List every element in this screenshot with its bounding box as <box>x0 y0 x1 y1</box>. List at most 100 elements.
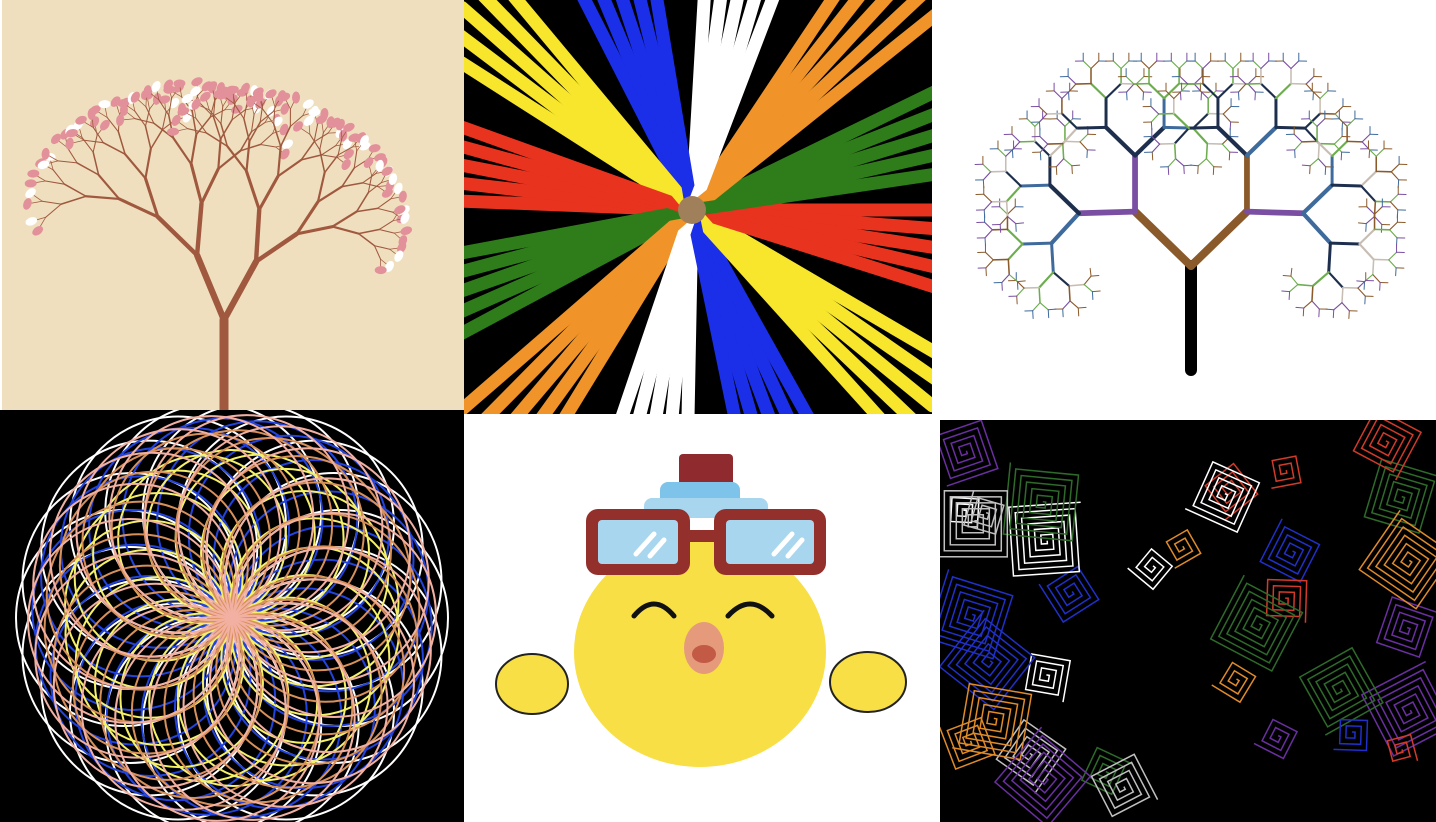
fractal-branch <box>1311 90 1321 100</box>
fractal-branch <box>1083 284 1093 293</box>
spiral-square <box>1211 661 1257 704</box>
fractal-branch <box>1001 273 1010 284</box>
tree-branch <box>295 200 320 236</box>
color-starburst-panel <box>464 0 932 414</box>
tree-blossom <box>32 226 44 236</box>
fractal-branch <box>1071 164 1081 167</box>
tree-branch <box>172 137 193 166</box>
fractal-branch <box>1050 241 1055 274</box>
tree-blossom <box>292 91 301 104</box>
spiral-square <box>993 726 1092 822</box>
tree-branch <box>250 114 255 133</box>
fractal-branch <box>1005 200 1009 218</box>
tree-branch <box>212 115 222 140</box>
tree-branch <box>106 116 119 133</box>
tree-blossom <box>200 91 211 102</box>
tree-branch <box>309 133 321 151</box>
tree-blossom <box>397 242 407 254</box>
fractal-branch <box>1207 90 1217 100</box>
tree-blossom <box>303 115 314 126</box>
tree-blossom <box>25 188 36 198</box>
spiral-square-path <box>1165 528 1202 569</box>
fractal-branch <box>1103 125 1138 158</box>
tree-branch <box>355 207 379 213</box>
starburst-ray <box>685 168 932 217</box>
fractal-branch <box>997 148 1007 157</box>
chick-left-eye <box>631 601 677 619</box>
fractal-branch <box>1290 60 1300 70</box>
fractal-branch <box>1375 148 1385 157</box>
tree-branch <box>259 132 274 146</box>
tree-branch <box>357 232 376 247</box>
tree-blossom <box>280 103 290 115</box>
fractal-branch <box>1068 83 1077 93</box>
chick-with-goggles-panel <box>464 414 936 822</box>
fractal-branch <box>1308 118 1318 127</box>
tree-blossom <box>25 217 38 226</box>
tree-branch <box>217 137 222 170</box>
fractal-branch <box>1274 82 1293 100</box>
fractal-branch <box>1388 259 1397 269</box>
spiro-ring <box>177 425 384 632</box>
tree-blossom <box>302 99 314 109</box>
tree-branch <box>195 116 211 136</box>
fractal-branch <box>999 206 1009 215</box>
fractal-branch <box>1357 279 1367 289</box>
fractal-branch <box>1290 267 1293 277</box>
fractal-branch <box>1237 83 1247 93</box>
fractal-branch <box>1026 118 1036 127</box>
fractal-branch <box>1289 284 1299 293</box>
spiro-ring <box>108 415 315 622</box>
spiral-square-path <box>1386 733 1419 763</box>
fractal-branch <box>1366 206 1376 215</box>
tree-branch <box>92 134 98 153</box>
fractal-branch <box>1389 193 1399 203</box>
spiral-square-path <box>1363 458 1436 535</box>
fractal-branch <box>985 259 994 269</box>
fractal-branch <box>1075 125 1108 130</box>
spiral-square-path <box>1358 509 1436 610</box>
spiral-square-path <box>1259 518 1321 584</box>
fractal-branch <box>1201 82 1220 100</box>
fractal-branch <box>1244 125 1279 158</box>
fractal-branch <box>1060 112 1079 130</box>
spiral-square-path <box>940 484 1009 558</box>
tree-branch <box>373 245 391 250</box>
fractal-branch <box>1260 60 1270 70</box>
tree-branch <box>316 185 344 203</box>
spiro-ring <box>143 414 350 621</box>
fractal-branch <box>1215 125 1250 158</box>
tree-branch <box>231 109 246 121</box>
tree-branch <box>331 210 358 228</box>
fractal-branch <box>1150 113 1160 123</box>
tree-branch <box>220 105 224 125</box>
fractal-branch <box>1197 158 1207 167</box>
spiral-squares-panel <box>940 420 1436 822</box>
tree-branch <box>357 228 380 235</box>
tree-blossom <box>171 114 181 126</box>
tree-blossom <box>119 103 128 116</box>
spiral-square <box>1209 574 1304 673</box>
fractal-branch <box>1173 142 1177 160</box>
tree-branch <box>92 151 100 176</box>
fractal-branch <box>1011 141 1021 151</box>
spiral-square-path <box>1038 565 1100 624</box>
tree-blossom <box>163 85 176 94</box>
fractal-branch <box>1333 143 1343 153</box>
tree-blossom <box>381 188 393 198</box>
spirograph-rosette-image <box>0 410 464 822</box>
spirograph-rosette-panel <box>0 410 464 822</box>
tree-blossom <box>240 82 250 94</box>
spiral-square-path <box>1271 455 1302 489</box>
spiro-ring <box>73 492 244 663</box>
spiro-ring <box>114 615 321 822</box>
fractal-branch <box>1052 271 1071 287</box>
fractal-branch <box>1039 302 1049 311</box>
starburst-ray <box>650 0 699 217</box>
tree-branch <box>83 139 104 144</box>
spiral-square <box>1333 718 1369 752</box>
tree-branch <box>195 117 207 134</box>
tree-blossom <box>167 127 180 136</box>
tree-branch <box>102 141 126 155</box>
spiro-ring <box>174 436 365 627</box>
